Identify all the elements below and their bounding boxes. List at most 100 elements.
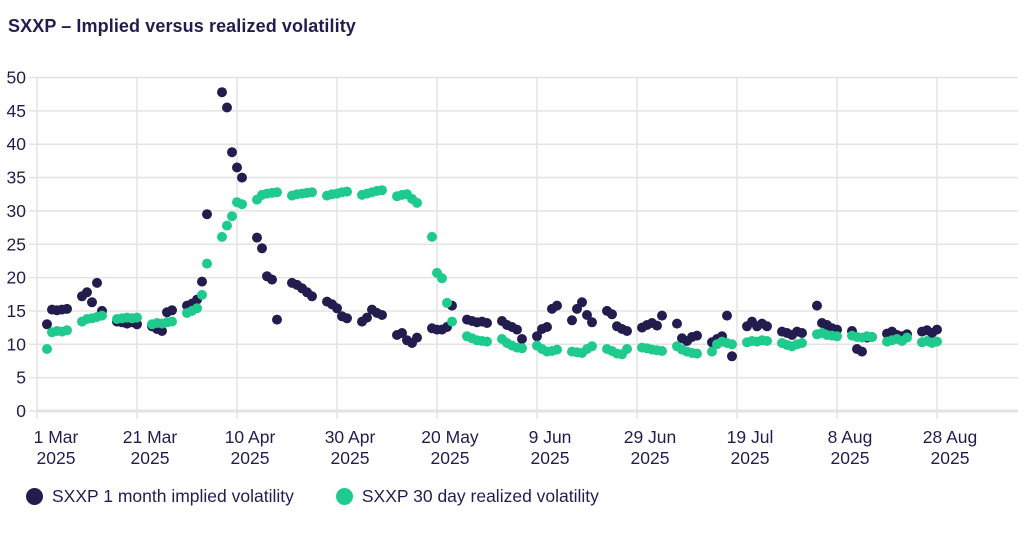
y-tick-label: 25 (7, 234, 26, 254)
data-point-realized (307, 187, 317, 198)
data-point-realized (237, 199, 247, 210)
data-point-implied (197, 276, 207, 287)
data-point-implied (267, 274, 277, 285)
data-point-implied (222, 102, 232, 113)
legend-label-realized: SXXP 30 day realized volatility (361, 486, 599, 506)
data-point-implied (202, 209, 212, 220)
data-point-realized (587, 341, 597, 352)
data-point-implied (307, 291, 317, 302)
data-point-realized (482, 336, 492, 347)
data-point-realized (797, 338, 807, 348)
data-point-realized (167, 316, 177, 327)
y-tick-label: 50 (7, 68, 27, 88)
y-tick-label: 15 (7, 301, 26, 321)
data-point-implied (217, 87, 227, 98)
data-point-realized (227, 211, 237, 222)
data-point-realized (707, 346, 717, 357)
legend-label-implied: SXXP 1 month implied volatility (52, 486, 294, 506)
data-point-implied (657, 310, 667, 321)
chart-title: SXXP – Implied versus realized volatilit… (8, 16, 356, 36)
data-point-implied (607, 309, 617, 320)
data-point-implied (252, 232, 262, 243)
data-point-realized (692, 348, 702, 359)
data-point-implied (567, 315, 577, 326)
data-point-implied (92, 277, 102, 288)
data-point-realized (867, 332, 877, 342)
x-tick-label: 1 Mar 2025 (34, 427, 79, 468)
data-point-realized (412, 197, 422, 208)
data-point-implied (587, 317, 597, 328)
data-point-implied (727, 351, 737, 362)
data-point-implied (377, 310, 387, 320)
y-tick-label: 30 (7, 201, 27, 221)
data-point-implied (532, 331, 542, 342)
data-point-implied (512, 324, 522, 335)
implied-series-dot-icon (26, 488, 43, 505)
data-point-implied (622, 326, 632, 336)
x-tick-label: 21 Mar 2025 (123, 427, 178, 468)
data-point-implied (812, 300, 822, 311)
data-point-implied (237, 172, 247, 183)
data-point-realized (97, 310, 107, 321)
data-point-implied (412, 332, 422, 343)
data-point-realized (762, 336, 772, 346)
data-point-implied (272, 314, 282, 325)
data-point-implied (42, 319, 52, 330)
data-point-implied (362, 312, 372, 323)
data-point-realized (342, 186, 352, 197)
data-point-realized (727, 339, 737, 350)
data-point-realized (132, 312, 142, 323)
data-point-realized (622, 344, 632, 354)
x-tick-label: 10 Apr 2025 (225, 427, 276, 468)
data-point-implied (232, 162, 242, 173)
y-tick-label: 5 (16, 368, 26, 388)
data-point-implied (227, 147, 237, 158)
data-point-realized (427, 231, 437, 242)
x-tick-label: 28 Aug 2025 (923, 427, 978, 468)
data-point-implied (167, 305, 177, 316)
data-point-implied (857, 346, 867, 357)
y-tick-label: 10 (7, 334, 27, 354)
data-point-realized (272, 187, 282, 198)
y-tick-label: 20 (7, 268, 27, 288)
legend-item-realized: SXXP 30 day realized volatility (335, 486, 599, 507)
x-tick-label: 29 Jun 2025 (624, 427, 677, 468)
data-point-implied (652, 320, 662, 331)
data-point-realized (932, 336, 942, 347)
data-point-realized (202, 258, 212, 269)
data-point-implied (82, 287, 92, 298)
data-point-realized (217, 231, 227, 242)
data-point-implied (62, 303, 72, 314)
data-point-implied (582, 310, 592, 320)
data-point-realized (442, 297, 452, 308)
data-point-implied (722, 310, 732, 321)
y-tick-label: 35 (7, 168, 26, 188)
y-tick-label: 45 (7, 101, 26, 121)
data-point-implied (797, 328, 807, 338)
x-tick-label: 20 May 2025 (421, 427, 479, 468)
data-point-implied (482, 318, 492, 328)
data-point-realized (192, 303, 202, 314)
y-tick-label: 40 (7, 134, 27, 154)
data-point-implied (397, 328, 407, 338)
data-point-realized (62, 325, 72, 336)
data-point-implied (342, 313, 352, 324)
chart-legend: SXXP 1 month implied volatility SXXP 30 … (26, 486, 599, 507)
data-point-realized (552, 344, 562, 355)
data-point-implied (672, 318, 682, 329)
data-point-implied (692, 330, 702, 341)
data-point-realized (657, 346, 667, 356)
data-point-realized (197, 289, 207, 300)
data-point-realized (517, 343, 527, 354)
data-point-implied (552, 300, 562, 311)
legend-item-implied: SXXP 1 month implied volatility (26, 486, 294, 507)
data-point-realized (437, 273, 447, 284)
data-point-realized (447, 316, 457, 327)
data-point-implied (157, 326, 167, 336)
x-tick-label: 8 Aug 2025 (828, 427, 873, 468)
y-tick-label: 0 (16, 401, 26, 421)
data-point-realized (222, 220, 232, 231)
data-point-implied (257, 243, 267, 254)
x-tick-label: 30 Apr 2025 (325, 427, 376, 468)
